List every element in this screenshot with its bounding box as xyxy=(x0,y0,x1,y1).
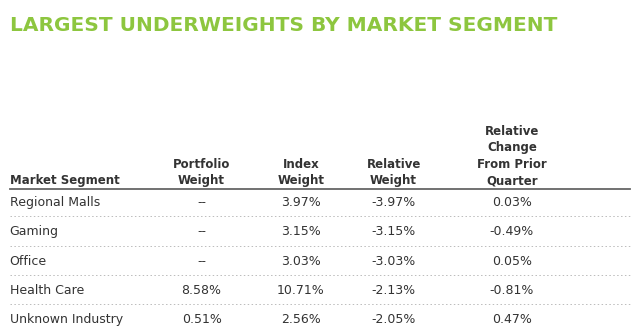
Text: 3.15%: 3.15% xyxy=(281,225,321,238)
Text: 3.97%: 3.97% xyxy=(281,196,321,209)
Text: Gaming: Gaming xyxy=(10,225,59,238)
Text: --: -- xyxy=(197,196,206,209)
Text: Relative
Change
From Prior
Quarter: Relative Change From Prior Quarter xyxy=(477,125,547,187)
Text: 8.58%: 8.58% xyxy=(182,284,221,297)
Text: Market Segment: Market Segment xyxy=(10,174,119,187)
Text: 0.51%: 0.51% xyxy=(182,313,221,326)
Text: Index
Weight: Index Weight xyxy=(277,158,324,187)
Text: -3.03%: -3.03% xyxy=(371,255,416,268)
Text: Regional Malls: Regional Malls xyxy=(10,196,100,209)
Text: 0.47%: 0.47% xyxy=(492,313,532,326)
Text: -3.97%: -3.97% xyxy=(371,196,416,209)
Text: --: -- xyxy=(197,225,206,238)
Text: Unknown Industry: Unknown Industry xyxy=(10,313,123,326)
Text: 3.03%: 3.03% xyxy=(281,255,321,268)
Text: -2.05%: -2.05% xyxy=(371,313,416,326)
Text: 0.05%: 0.05% xyxy=(492,255,532,268)
Text: -2.13%: -2.13% xyxy=(372,284,415,297)
Text: Relative
Weight: Relative Weight xyxy=(367,158,420,187)
Text: 0.03%: 0.03% xyxy=(492,196,532,209)
Text: Office: Office xyxy=(10,255,47,268)
Text: -3.15%: -3.15% xyxy=(371,225,416,238)
Text: -0.49%: -0.49% xyxy=(490,225,534,238)
Text: --: -- xyxy=(197,255,206,268)
Text: Portfolio
Weight: Portfolio Weight xyxy=(173,158,230,187)
Text: 10.71%: 10.71% xyxy=(277,284,324,297)
Text: LARGEST UNDERWEIGHTS BY MARKET SEGMENT: LARGEST UNDERWEIGHTS BY MARKET SEGMENT xyxy=(10,16,557,35)
Text: Health Care: Health Care xyxy=(10,284,84,297)
Text: 2.56%: 2.56% xyxy=(281,313,321,326)
Text: -0.81%: -0.81% xyxy=(490,284,534,297)
